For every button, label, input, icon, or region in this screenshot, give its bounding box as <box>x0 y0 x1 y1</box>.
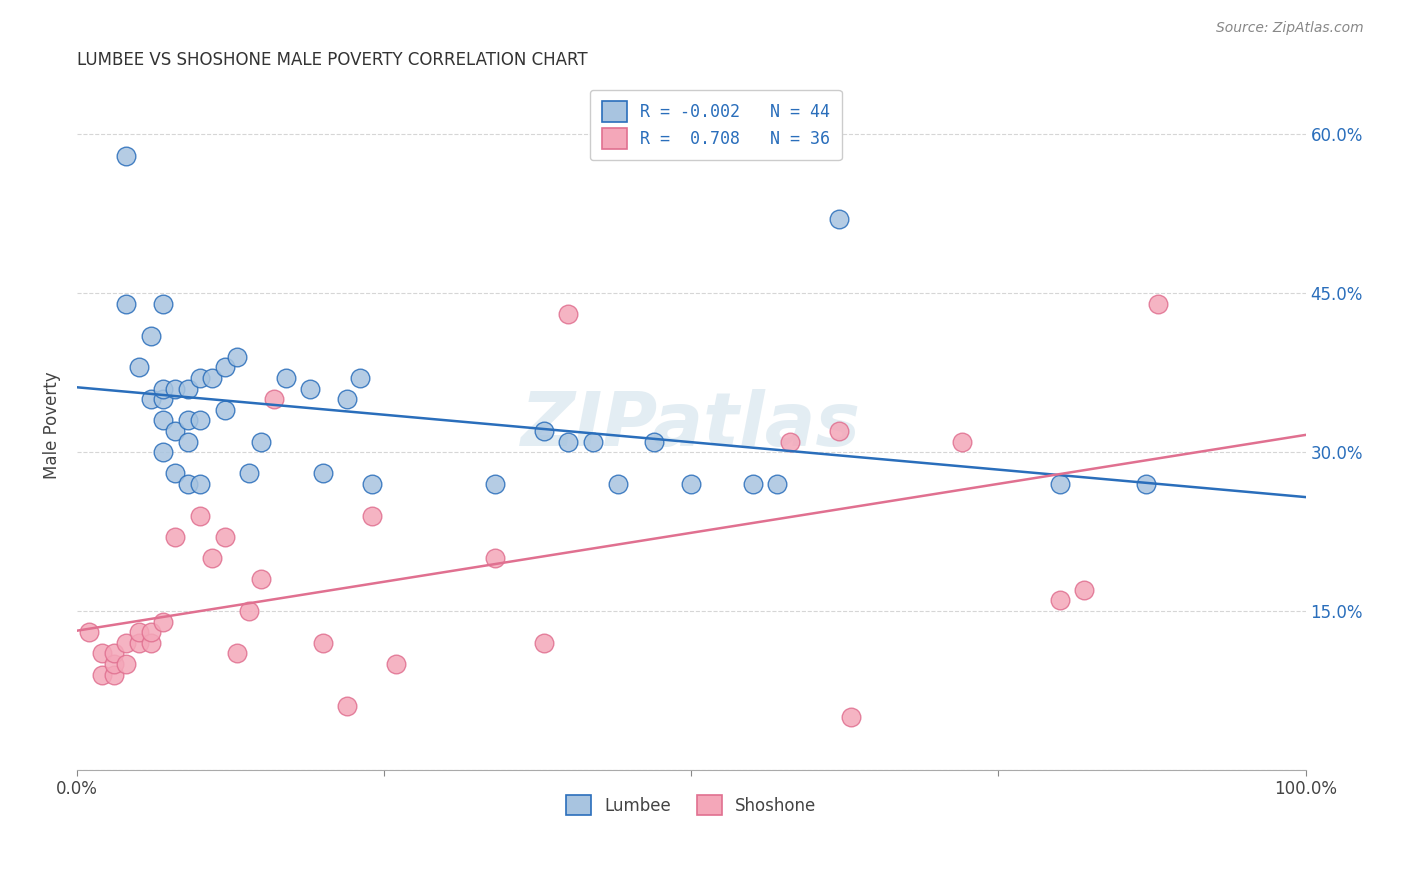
Point <box>79 625 101 640</box>
Point <box>225 350 247 364</box>
Point <box>225 647 247 661</box>
Point <box>176 413 198 427</box>
Legend: Lumbee, Shoshone: Lumbee, Shoshone <box>558 787 824 823</box>
Point <box>274 371 297 385</box>
Point <box>139 636 162 650</box>
Point <box>484 477 506 491</box>
Point <box>115 657 138 671</box>
Point <box>1073 582 1095 597</box>
Point <box>152 413 174 427</box>
Point <box>839 710 862 724</box>
Point <box>103 667 125 681</box>
Point <box>533 636 555 650</box>
Point <box>779 434 801 449</box>
Point <box>176 477 198 491</box>
Point <box>681 477 703 491</box>
Point <box>115 636 138 650</box>
Point <box>557 434 579 449</box>
Point <box>214 402 236 417</box>
Point <box>152 615 174 629</box>
Point <box>582 434 605 449</box>
Point <box>828 212 851 227</box>
Point <box>188 371 211 385</box>
Point <box>128 636 150 650</box>
Point <box>250 572 273 586</box>
Point <box>741 477 763 491</box>
Y-axis label: Male Poverty: Male Poverty <box>44 372 60 480</box>
Point <box>385 657 408 671</box>
Point <box>1135 477 1157 491</box>
Point <box>115 297 138 311</box>
Point <box>214 360 236 375</box>
Point <box>336 392 359 407</box>
Point <box>176 434 198 449</box>
Point <box>606 477 628 491</box>
Point <box>128 625 150 640</box>
Point <box>188 477 211 491</box>
Point <box>139 328 162 343</box>
Point <box>152 392 174 407</box>
Text: Source: ZipAtlas.com: Source: ZipAtlas.com <box>1216 21 1364 35</box>
Point <box>361 508 384 523</box>
Point <box>165 424 187 438</box>
Point <box>103 657 125 671</box>
Point <box>1049 477 1071 491</box>
Point <box>214 530 236 544</box>
Point <box>115 148 138 162</box>
Point <box>533 424 555 438</box>
Point <box>484 551 506 566</box>
Point <box>263 392 285 407</box>
Point <box>312 636 335 650</box>
Point <box>766 477 789 491</box>
Point <box>139 625 162 640</box>
Point <box>165 530 187 544</box>
Point <box>90 647 112 661</box>
Point <box>188 413 211 427</box>
Point <box>1049 593 1071 607</box>
Point <box>201 551 224 566</box>
Point <box>312 467 335 481</box>
Text: LUMBEE VS SHOSHONE MALE POVERTY CORRELATION CHART: LUMBEE VS SHOSHONE MALE POVERTY CORRELAT… <box>77 51 588 69</box>
Point <box>152 445 174 459</box>
Point <box>1147 297 1170 311</box>
Point <box>139 392 162 407</box>
Point <box>557 307 579 321</box>
Point <box>250 434 273 449</box>
Point <box>128 360 150 375</box>
Point <box>349 371 371 385</box>
Point <box>201 371 224 385</box>
Point <box>152 382 174 396</box>
Point <box>238 467 260 481</box>
Point <box>828 424 851 438</box>
Point <box>643 434 665 449</box>
Point <box>950 434 973 449</box>
Point <box>165 382 187 396</box>
Point <box>361 477 384 491</box>
Point <box>165 467 187 481</box>
Point <box>299 382 322 396</box>
Point <box>103 647 125 661</box>
Point <box>336 699 359 714</box>
Point <box>152 297 174 311</box>
Point <box>90 667 112 681</box>
Point <box>188 508 211 523</box>
Point <box>176 382 198 396</box>
Point <box>238 604 260 618</box>
Text: ZIPatlas: ZIPatlas <box>522 389 862 462</box>
